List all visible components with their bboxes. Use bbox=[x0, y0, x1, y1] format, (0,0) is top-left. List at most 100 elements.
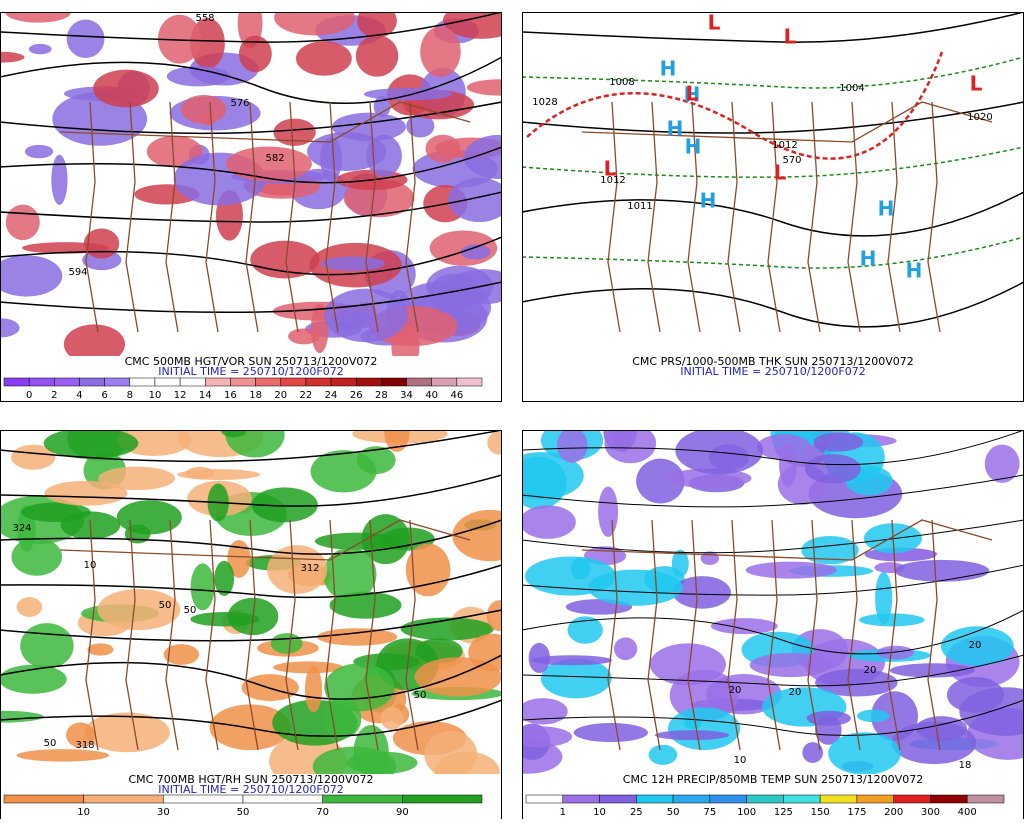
weather-blob bbox=[668, 707, 741, 750]
weather-blob bbox=[124, 524, 151, 544]
state-border bbox=[887, 101, 901, 333]
contour-label: 10 bbox=[84, 560, 97, 571]
weather-blob bbox=[84, 712, 170, 753]
colorbar-swatch bbox=[456, 377, 483, 387]
weather-blob bbox=[163, 644, 200, 665]
colorbar-swatch bbox=[525, 794, 564, 804]
weather-blob bbox=[889, 663, 976, 678]
colorbar-label: 26 bbox=[350, 390, 363, 401]
colorbar-label: 50 bbox=[237, 807, 250, 818]
weather-blob bbox=[353, 725, 389, 774]
thickness-line bbox=[526, 51, 944, 160]
weather-blob bbox=[238, 35, 272, 73]
weather-blob bbox=[66, 722, 95, 748]
colorbar-swatch bbox=[305, 377, 332, 387]
weather-blob bbox=[523, 452, 584, 500]
contour bbox=[1, 699, 501, 737]
colorbar-label: 46 bbox=[450, 390, 463, 401]
contour bbox=[1, 519, 501, 555]
contour-label: 582 bbox=[265, 153, 284, 164]
weather-blob bbox=[672, 576, 731, 609]
colorbar-swatch bbox=[893, 794, 931, 804]
contour bbox=[1, 191, 501, 223]
state-border bbox=[807, 519, 821, 751]
colorbar-swatch bbox=[230, 377, 256, 387]
contour bbox=[1, 101, 501, 135]
weather-blob bbox=[649, 643, 726, 686]
weather-blob bbox=[429, 273, 473, 314]
state-border bbox=[365, 519, 379, 751]
caption: CMC PRS/1000-500MB THK SUN 250713/1200V0… bbox=[632, 355, 913, 368]
contour-label: 324 bbox=[12, 523, 31, 534]
colorbar-label: 50 bbox=[667, 807, 680, 818]
contour-label: 10 bbox=[734, 755, 747, 766]
colorbar-swatch bbox=[129, 377, 156, 387]
colorbar-label: 30 bbox=[157, 807, 170, 818]
contour bbox=[1, 13, 501, 43]
state-border bbox=[847, 519, 861, 751]
map: 324 312 10 50 50 50 318 50 bbox=[1, 431, 501, 774]
weather-blob bbox=[613, 637, 638, 661]
weather-blob bbox=[414, 657, 501, 697]
state-border bbox=[727, 101, 741, 333]
weather-blob bbox=[97, 588, 181, 631]
contour bbox=[523, 609, 1023, 655]
state-border bbox=[807, 101, 821, 333]
weather-blob bbox=[274, 13, 356, 36]
weather-blob bbox=[487, 431, 501, 455]
weather-blob bbox=[51, 154, 68, 205]
weather-blob bbox=[434, 751, 500, 774]
contour bbox=[523, 13, 1023, 43]
contour bbox=[523, 431, 1023, 466]
weather-blob bbox=[466, 79, 501, 96]
colorbar-label: 300 bbox=[921, 807, 940, 818]
weather-blob bbox=[598, 486, 619, 537]
weather-blob bbox=[181, 94, 227, 124]
weather-blob bbox=[523, 726, 573, 748]
caption: CMC 700MB HGT/RH SUN 250713/1200V072 bbox=[128, 773, 373, 786]
weather-blob bbox=[317, 628, 398, 646]
weather-blob bbox=[363, 87, 453, 101]
contour bbox=[1, 281, 501, 314]
state-border bbox=[85, 519, 99, 751]
weather-blob bbox=[267, 545, 328, 594]
weather-blob bbox=[324, 663, 395, 712]
state-border bbox=[727, 519, 741, 751]
state-border bbox=[165, 519, 179, 751]
weather-blob bbox=[442, 13, 501, 39]
state-border bbox=[647, 519, 661, 751]
contour-label: 18 bbox=[959, 760, 972, 771]
contour-label: 1012 bbox=[772, 140, 797, 151]
weather-blob bbox=[98, 466, 176, 491]
colorbar-swatch bbox=[154, 377, 181, 387]
contour bbox=[523, 654, 1023, 687]
border bbox=[581, 519, 993, 561]
colorbar-label: 100 bbox=[737, 807, 756, 818]
weather-blob bbox=[464, 134, 501, 179]
state-border bbox=[125, 519, 139, 751]
weather-blob bbox=[405, 543, 451, 597]
contour bbox=[1, 654, 501, 700]
weather-blob bbox=[209, 704, 292, 751]
weather-blob bbox=[876, 645, 915, 660]
contour-label: 20 bbox=[729, 685, 742, 696]
colorbar-swatch bbox=[431, 377, 458, 387]
contour-label: 1004 bbox=[839, 83, 864, 94]
weather-blob bbox=[745, 561, 837, 579]
weather-blob bbox=[16, 597, 43, 617]
weather-blob bbox=[875, 571, 893, 625]
colorbar-swatch bbox=[381, 377, 407, 387]
colorbar-label: 175 bbox=[847, 807, 866, 818]
weather-blob bbox=[87, 643, 114, 656]
state-border bbox=[325, 519, 339, 751]
state-border bbox=[205, 519, 219, 751]
colorbar-swatch bbox=[83, 794, 164, 804]
colorbar-swatch bbox=[54, 377, 80, 387]
weather-blob bbox=[452, 509, 501, 562]
weather-blob bbox=[486, 600, 501, 632]
state-border bbox=[125, 101, 139, 333]
contour-label: 1028 bbox=[532, 97, 557, 108]
colorbar-label: 75 bbox=[703, 807, 716, 818]
